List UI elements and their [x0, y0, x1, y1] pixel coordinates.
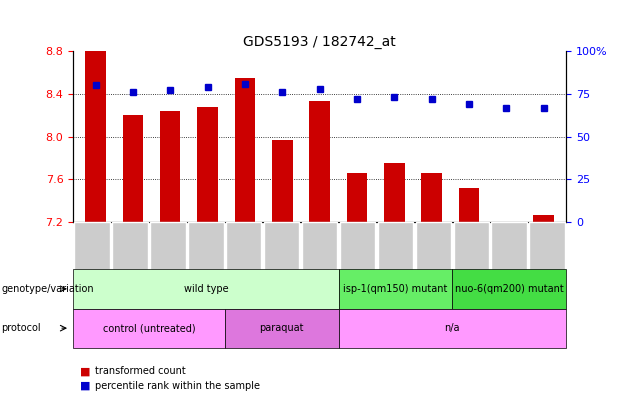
Text: genotype/variation: genotype/variation [1, 284, 94, 294]
Text: percentile rank within the sample: percentile rank within the sample [95, 381, 260, 391]
Text: ■: ■ [80, 366, 90, 376]
Bar [160, 111, 181, 222]
Text: isp-1(qm150) mutant: isp-1(qm150) mutant [343, 284, 448, 294]
Bar [384, 163, 404, 222]
Text: paraquat: paraquat [259, 323, 304, 333]
Bar [123, 115, 143, 222]
Bar [421, 173, 442, 222]
Bar [534, 215, 554, 222]
Text: control (untreated): control (untreated) [102, 323, 195, 333]
Text: wild type: wild type [184, 284, 228, 294]
Text: nuo-6(qm200) mutant: nuo-6(qm200) mutant [455, 284, 563, 294]
Bar [197, 107, 218, 222]
Title: GDS5193 / 182742_at: GDS5193 / 182742_at [243, 35, 396, 49]
Text: transformed count: transformed count [95, 366, 186, 376]
Text: ■: ■ [80, 381, 90, 391]
Bar [272, 140, 293, 222]
Bar [309, 101, 330, 222]
Bar [235, 78, 255, 222]
Bar [85, 51, 106, 222]
Text: n/a: n/a [445, 323, 460, 333]
Bar [496, 222, 516, 223]
Text: protocol: protocol [1, 323, 41, 333]
Bar [459, 188, 479, 222]
Bar [347, 173, 367, 222]
